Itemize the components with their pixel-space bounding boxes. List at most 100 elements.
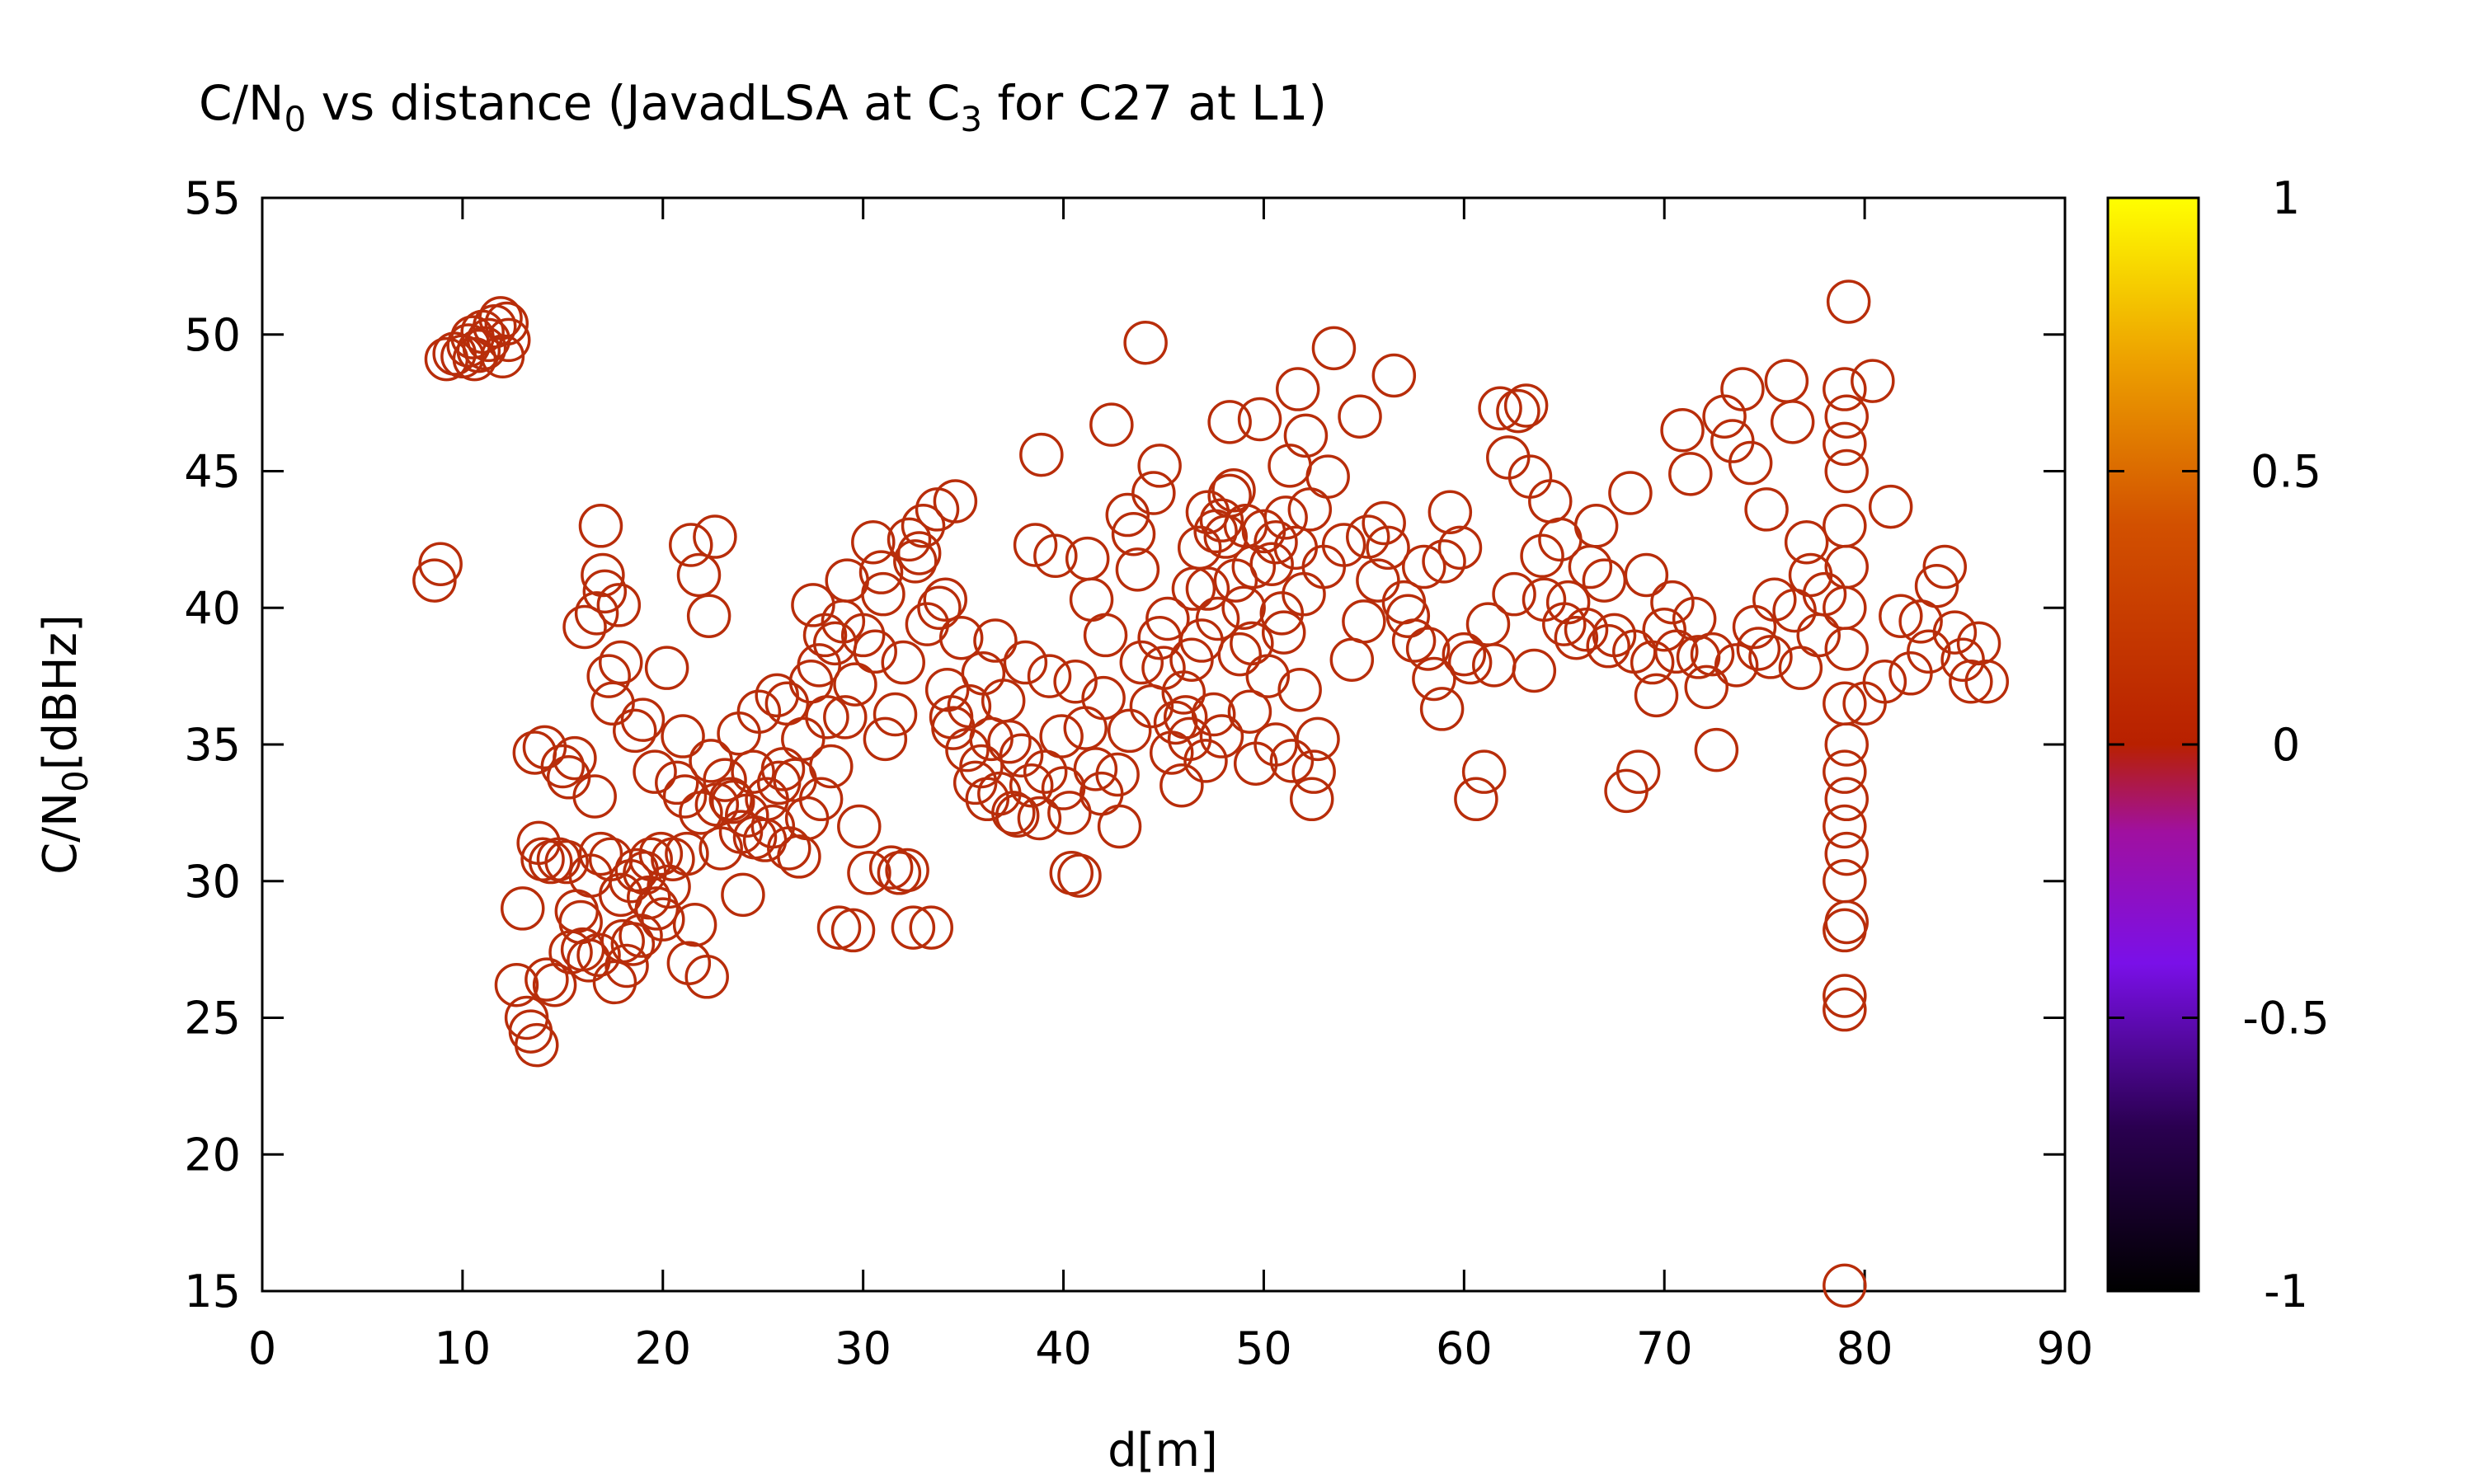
data-point [1650,580,1695,625]
data-point [576,932,621,978]
data-point [1211,467,1256,513]
data-point [1131,471,1176,515]
data-point [679,791,723,835]
y-tick-label: 35 [184,719,241,771]
data-point [672,903,717,947]
data-point [858,550,904,594]
data-point [1191,692,1236,737]
data-point [1233,741,1278,786]
data-point [1003,640,1048,685]
data-point [1129,683,1174,729]
data-point [1496,388,1540,434]
data-point [1568,544,1613,589]
data-point [644,646,689,690]
data-point [1049,851,1094,895]
data-point [981,679,1026,723]
data-point [1512,648,1557,693]
data-point [604,943,649,989]
data-point [1914,563,1959,608]
data-point [1437,525,1483,571]
data-point [1823,749,1867,794]
data-point [1053,660,1098,704]
x-tick-label: 50 [1235,1322,1292,1374]
data-point [924,667,970,712]
data-point [1624,552,1669,598]
x-tick-label: 40 [1035,1322,1092,1374]
data-point [1083,613,1128,658]
data-point [1868,484,1913,529]
x-tick-label: 20 [634,1322,691,1374]
data-point [1195,596,1240,641]
data-point [750,804,796,849]
x-tick-label: 10 [435,1322,492,1374]
data-point [596,583,642,627]
data-point [1329,637,1375,682]
data-point [1177,525,1222,571]
data-point [1573,504,1619,548]
data-point [1013,523,1058,567]
data-point [1824,777,1870,822]
data-point [764,681,810,726]
data-point [851,519,896,565]
data-point [1940,637,1985,682]
data-point [1145,596,1190,641]
data-point [965,777,1010,822]
data-point [991,791,1036,835]
data-point [1454,777,1498,822]
data-point [686,594,731,638]
data-point [1528,479,1573,524]
data-point [1268,444,1312,488]
data-point [721,872,765,918]
data-point [1427,490,1473,534]
data-point [666,941,712,985]
data-point [1461,749,1507,794]
data-point [418,542,463,586]
data-point [1171,566,1216,611]
data-point [1253,519,1298,565]
data-point [868,845,914,890]
y-axis: 15 20 25 30 35 40 45 50 55 [184,172,2065,1317]
data-point [581,552,625,598]
data-point [1728,440,1773,486]
data-point [1275,367,1320,411]
data-point [909,905,953,950]
data-point [484,301,529,346]
data-point [797,643,841,688]
data-point [1041,766,1086,810]
data-point [1630,640,1675,685]
data-point [995,793,1040,838]
data-point [1642,608,1686,652]
data-point [1608,471,1653,515]
data-point [1690,632,1735,677]
x-tick-label: 0 [248,1322,276,1374]
data-point [1123,320,1168,365]
data-point [1033,533,1078,579]
data-point [1823,974,1867,1018]
data-point [1823,1263,1867,1308]
x-tick-label: 70 [1636,1322,1693,1374]
data-point [1660,408,1705,453]
data-point [840,613,886,658]
data-point [1522,577,1567,622]
data-point [1668,452,1713,496]
data-point [1823,504,1867,548]
x-tick-label: 90 [2037,1322,2094,1374]
data-point [1231,544,1277,589]
data-point [462,326,507,371]
data-point [938,615,984,660]
data-point [1586,623,1630,669]
data-point [669,523,713,567]
data-point [1851,359,1895,403]
data-point [923,577,968,622]
data-point [1269,739,1315,783]
data-point [1291,749,1336,794]
data-point [1472,643,1517,688]
data-point [1823,908,1867,953]
data-point [1824,831,1870,876]
data-point [805,695,849,740]
data-point [891,905,936,950]
data-point [599,640,643,685]
data-point [1634,673,1679,718]
data-point [823,695,868,740]
data-point [1107,708,1152,754]
